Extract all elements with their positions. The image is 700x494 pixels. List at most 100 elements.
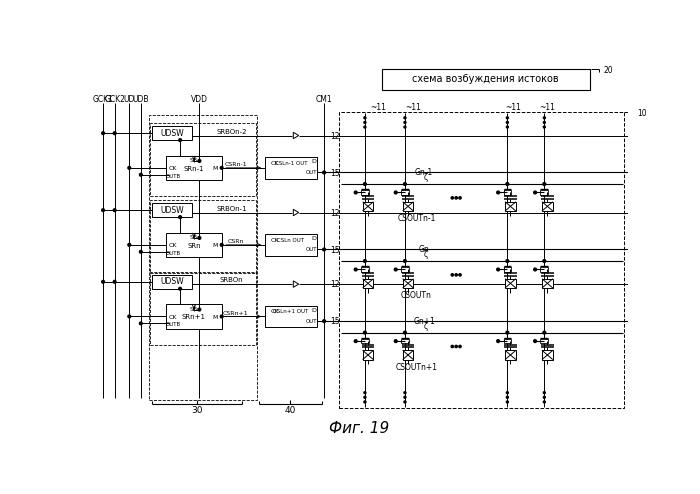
Bar <box>503 267 511 272</box>
Circle shape <box>506 396 508 398</box>
Text: CK: CK <box>169 315 177 320</box>
Bar <box>402 202 414 211</box>
Circle shape <box>364 117 366 119</box>
Text: OUT: OUT <box>305 170 317 175</box>
Bar <box>505 279 516 288</box>
Bar <box>153 275 192 288</box>
Text: D: D <box>311 236 316 241</box>
Circle shape <box>102 132 104 134</box>
Circle shape <box>323 320 326 323</box>
Bar <box>361 190 369 195</box>
Circle shape <box>178 288 181 290</box>
Circle shape <box>455 274 457 276</box>
Text: OUTB: OUTB <box>166 174 181 179</box>
Circle shape <box>451 197 454 199</box>
Circle shape <box>533 340 536 342</box>
Circle shape <box>543 117 545 119</box>
Bar <box>382 69 589 90</box>
Bar <box>540 339 548 343</box>
Bar <box>401 267 409 272</box>
Text: SRBOn-2: SRBOn-2 <box>216 128 247 135</box>
Bar <box>265 157 317 179</box>
Circle shape <box>394 268 397 271</box>
Bar <box>361 267 369 272</box>
Bar <box>540 267 548 272</box>
Text: D: D <box>311 308 316 313</box>
Circle shape <box>404 183 406 185</box>
Circle shape <box>364 126 366 128</box>
Bar <box>401 339 409 343</box>
Circle shape <box>113 281 116 283</box>
Text: SRBOn: SRBOn <box>220 277 244 283</box>
Bar <box>402 279 414 288</box>
Bar <box>150 272 256 345</box>
Circle shape <box>394 340 397 342</box>
Bar <box>542 350 553 360</box>
Bar <box>166 304 222 329</box>
Circle shape <box>139 250 142 253</box>
Circle shape <box>404 117 406 119</box>
Circle shape <box>363 183 366 185</box>
Circle shape <box>128 315 131 318</box>
Circle shape <box>404 392 406 394</box>
Circle shape <box>497 191 500 194</box>
Text: CK: CK <box>169 243 177 248</box>
Circle shape <box>394 191 397 194</box>
Circle shape <box>506 183 509 185</box>
Circle shape <box>543 401 545 403</box>
Bar <box>505 350 516 360</box>
Text: ζ: ζ <box>424 322 428 331</box>
Bar <box>340 112 624 408</box>
Circle shape <box>364 396 366 398</box>
Bar <box>153 126 192 140</box>
Bar <box>166 156 222 180</box>
Circle shape <box>459 197 461 199</box>
Text: 15: 15 <box>330 169 340 178</box>
Bar <box>363 350 373 360</box>
Circle shape <box>220 166 223 169</box>
Circle shape <box>220 244 223 246</box>
Text: ζ: ζ <box>424 250 428 259</box>
Circle shape <box>323 171 326 174</box>
Circle shape <box>113 132 116 134</box>
Text: CSLn-1 OUT: CSLn-1 OUT <box>274 161 307 165</box>
Text: OUTB: OUTB <box>166 323 181 328</box>
Text: CSOUTn-1: CSOUTn-1 <box>398 214 435 223</box>
Text: ~11: ~11 <box>540 103 555 112</box>
Circle shape <box>506 122 508 124</box>
Text: Gn: Gn <box>419 245 430 254</box>
Circle shape <box>363 260 366 262</box>
Bar <box>150 123 256 196</box>
Circle shape <box>497 268 500 271</box>
Circle shape <box>102 281 104 283</box>
Circle shape <box>404 126 406 128</box>
Text: M: M <box>213 166 218 171</box>
Circle shape <box>543 331 546 334</box>
Text: 15: 15 <box>330 317 340 327</box>
Circle shape <box>459 274 461 276</box>
Text: Gn-1: Gn-1 <box>415 168 433 177</box>
Circle shape <box>354 340 357 342</box>
Text: ~11: ~11 <box>370 103 386 112</box>
Text: ~11: ~11 <box>405 103 421 112</box>
Circle shape <box>506 260 509 262</box>
Circle shape <box>543 122 545 124</box>
Text: 12: 12 <box>330 281 340 289</box>
Circle shape <box>533 268 536 271</box>
Text: 12: 12 <box>330 209 340 218</box>
Text: схема возбуждения истоков: схема возбуждения истоков <box>412 74 559 84</box>
Circle shape <box>363 331 366 334</box>
Circle shape <box>198 160 201 163</box>
Text: SRn+1: SRn+1 <box>182 314 206 320</box>
Text: SB: SB <box>190 236 198 241</box>
Text: 40: 40 <box>284 406 296 415</box>
Circle shape <box>354 268 357 271</box>
Text: SRn: SRn <box>187 243 201 248</box>
Circle shape <box>404 396 406 398</box>
Circle shape <box>543 183 546 185</box>
Bar <box>265 234 317 255</box>
Circle shape <box>455 197 457 199</box>
Bar <box>401 190 409 195</box>
Circle shape <box>451 345 454 348</box>
Text: SRn-1: SRn-1 <box>183 165 204 171</box>
